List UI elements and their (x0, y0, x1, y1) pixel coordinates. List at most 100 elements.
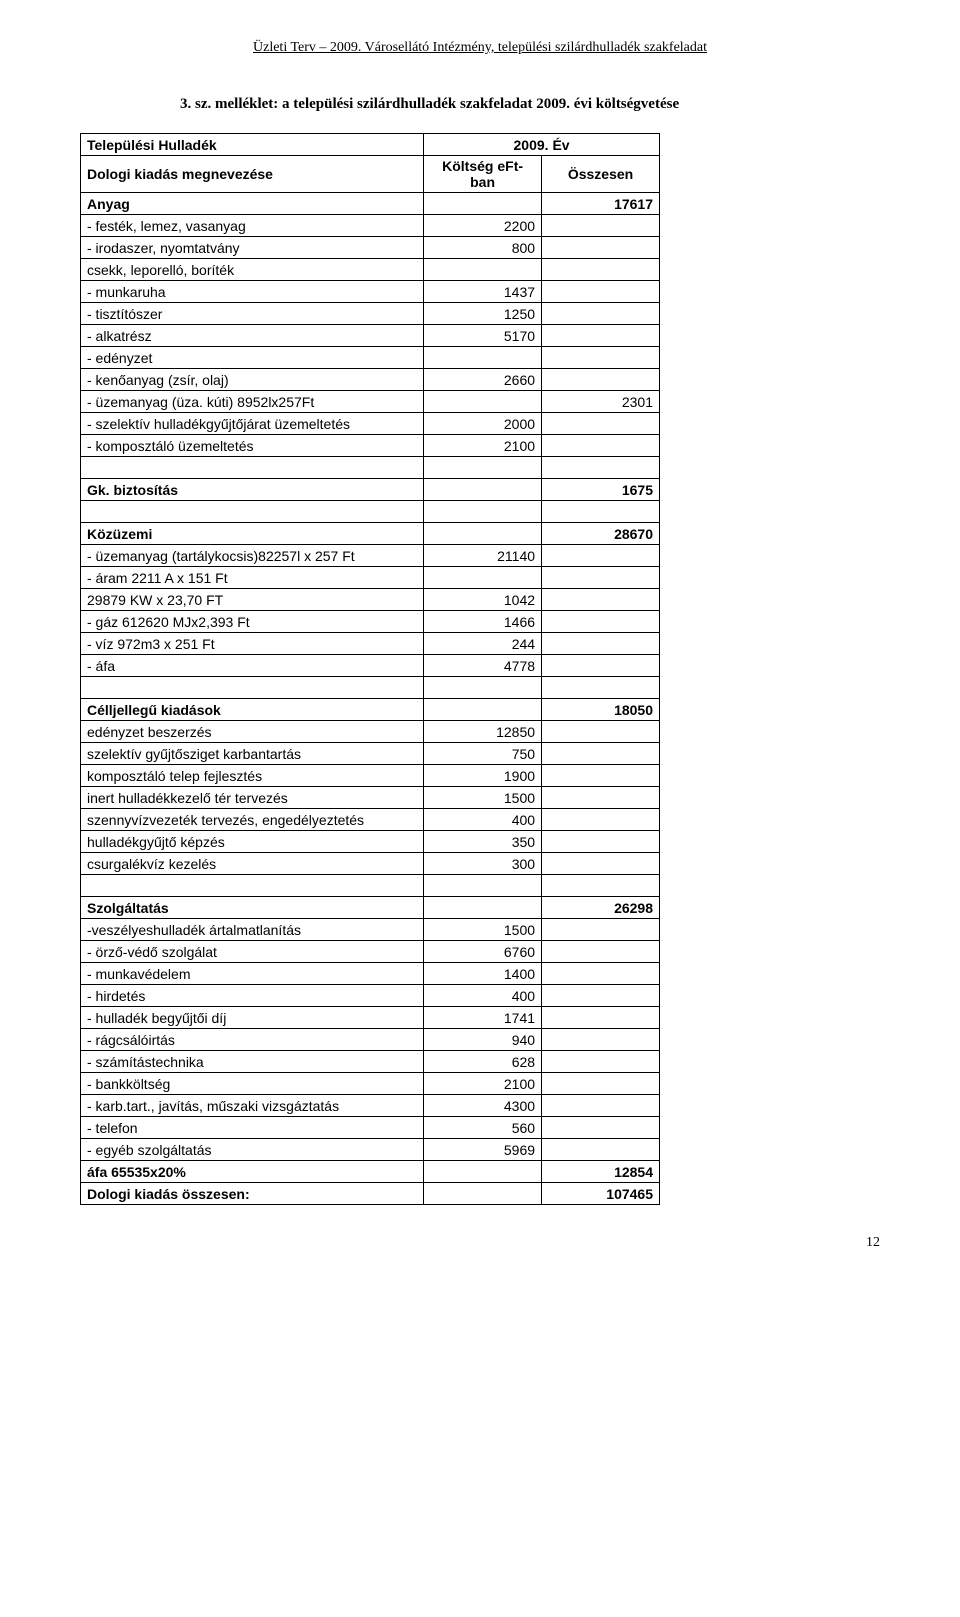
row-value-1: 560 (424, 1117, 542, 1139)
table-row: - áfa4778 (81, 655, 660, 677)
row-label: - víz 972m3 x 251 Ft (81, 633, 424, 655)
table-row: - komposztáló üzemeltetés2100 (81, 435, 660, 457)
row-value-1: 2660 (424, 369, 542, 391)
row-value-1: 12850 (424, 721, 542, 743)
table-row: csekk, leporelló, boríték (81, 259, 660, 281)
row-value-2 (542, 259, 660, 281)
table-row: - alkatrész5170 (81, 325, 660, 347)
row-value-2 (542, 677, 660, 699)
row-label: - irodaszer, nyomtatvány (81, 237, 424, 259)
row-label: Szolgáltatás (81, 897, 424, 919)
row-value-1: 350 (424, 831, 542, 853)
table-row: Szolgáltatás26298 (81, 897, 660, 919)
row-value-2 (542, 633, 660, 655)
row-value-1: 2100 (424, 435, 542, 457)
row-label: áfa 65535x20% (81, 1161, 424, 1183)
col-sub-2: Összesen (542, 156, 660, 193)
row-value-2 (542, 369, 660, 391)
row-value-2 (542, 765, 660, 787)
row-value-2 (542, 787, 660, 809)
row-label: Anyag (81, 193, 424, 215)
table-row: szennyvízvezeték tervezés, engedélyeztet… (81, 809, 660, 831)
table-row: - örző-védő szolgálat6760 (81, 941, 660, 963)
row-label: - hulladék begyűjtői díj (81, 1007, 424, 1029)
row-value-2 (542, 237, 660, 259)
row-label: csekk, leporelló, boríték (81, 259, 424, 281)
row-label: - edényzet (81, 347, 424, 369)
row-value-2 (542, 941, 660, 963)
table-row: áfa 65535x20% 12854 (81, 1161, 660, 1183)
row-value-1 (424, 457, 542, 479)
row-label: - kenőanyag (zsír, olaj) (81, 369, 424, 391)
row-value-2: 28670 (542, 523, 660, 545)
row-value-2 (542, 985, 660, 1007)
row-label: - rágcsálóirtás (81, 1029, 424, 1051)
row-label: - üzemanyag (tartálykocsis)82257l x 257 … (81, 545, 424, 567)
row-value-1 (424, 875, 542, 897)
table-row: - edényzet (81, 347, 660, 369)
table-row (81, 457, 660, 479)
table-row: hulladékgyűjtő képzés350 (81, 831, 660, 853)
row-label: - áfa (81, 655, 424, 677)
table-row: - telefon560 (81, 1117, 660, 1139)
row-value-2 (542, 215, 660, 237)
row-label: hulladékgyűjtő képzés (81, 831, 424, 853)
table-row: - áram 2211 A x 151 Ft (81, 567, 660, 589)
row-value-1: 2000 (424, 413, 542, 435)
row-value-2 (542, 1051, 660, 1073)
row-value-1: 800 (424, 237, 542, 259)
row-label (81, 501, 424, 523)
row-value-1 (424, 391, 542, 413)
row-value-1 (424, 567, 542, 589)
row-label: Dologi kiadás összesen: (81, 1183, 424, 1205)
row-label: - munkavédelem (81, 963, 424, 985)
row-value-2 (542, 655, 660, 677)
row-value-1: 628 (424, 1051, 542, 1073)
row-value-2 (542, 963, 660, 985)
row-value-2: 107465 (542, 1183, 660, 1205)
row-value-1 (424, 897, 542, 919)
row-label: inert hulladékkezelő tér tervezés (81, 787, 424, 809)
table-row: - szelektív hulladékgyűjtőjárat üzemelte… (81, 413, 660, 435)
row-label: edényzet beszerzés (81, 721, 424, 743)
row-value-1 (424, 1183, 542, 1205)
table-row: szelektív gyűjtősziget karbantartás750 (81, 743, 660, 765)
row-label: Gk. biztosítás (81, 479, 424, 501)
row-label: - bankköltség (81, 1073, 424, 1095)
row-label: szennyvízvezeték tervezés, engedélyeztet… (81, 809, 424, 831)
row-label: Közüzemi (81, 523, 424, 545)
row-value-1: 940 (424, 1029, 542, 1051)
row-value-2 (542, 809, 660, 831)
col-sub-label: Dologi kiadás megnevezése (81, 156, 424, 193)
row-value-1: 400 (424, 809, 542, 831)
table-row: - hulladék begyűjtői díj1741 (81, 1007, 660, 1029)
table-row: - számítástechnika628 (81, 1051, 660, 1073)
row-value-2 (542, 457, 660, 479)
col-top-label: Települési Hulladék (81, 134, 424, 156)
row-value-2: 12854 (542, 1161, 660, 1183)
row-label: - áram 2211 A x 151 Ft (81, 567, 424, 589)
row-value-1: 2100 (424, 1073, 542, 1095)
row-value-1: 400 (424, 985, 542, 1007)
table-row: - kenőanyag (zsír, olaj)2660 (81, 369, 660, 391)
row-label: - hirdetés (81, 985, 424, 1007)
row-value-2: 1675 (542, 479, 660, 501)
row-value-1: 244 (424, 633, 542, 655)
row-value-2 (542, 567, 660, 589)
table-row: -veszélyeshulladék ártalmatlanítás1500 (81, 919, 660, 941)
row-value-1: 1437 (424, 281, 542, 303)
row-value-2 (542, 1029, 660, 1051)
row-value-2 (542, 831, 660, 853)
table-row: - festék, lemez, vasanyag2200 (81, 215, 660, 237)
row-value-1 (424, 523, 542, 545)
row-label: - egyéb szolgáltatás (81, 1139, 424, 1161)
row-value-2: 2301 (542, 391, 660, 413)
row-value-2 (542, 545, 660, 567)
row-value-1 (424, 347, 542, 369)
row-value-1: 1466 (424, 611, 542, 633)
row-value-1: 4300 (424, 1095, 542, 1117)
row-value-1 (424, 259, 542, 281)
table-row (81, 501, 660, 523)
row-label: csurgalékvíz kezelés (81, 853, 424, 875)
table-row: - egyéb szolgáltatás5969 (81, 1139, 660, 1161)
